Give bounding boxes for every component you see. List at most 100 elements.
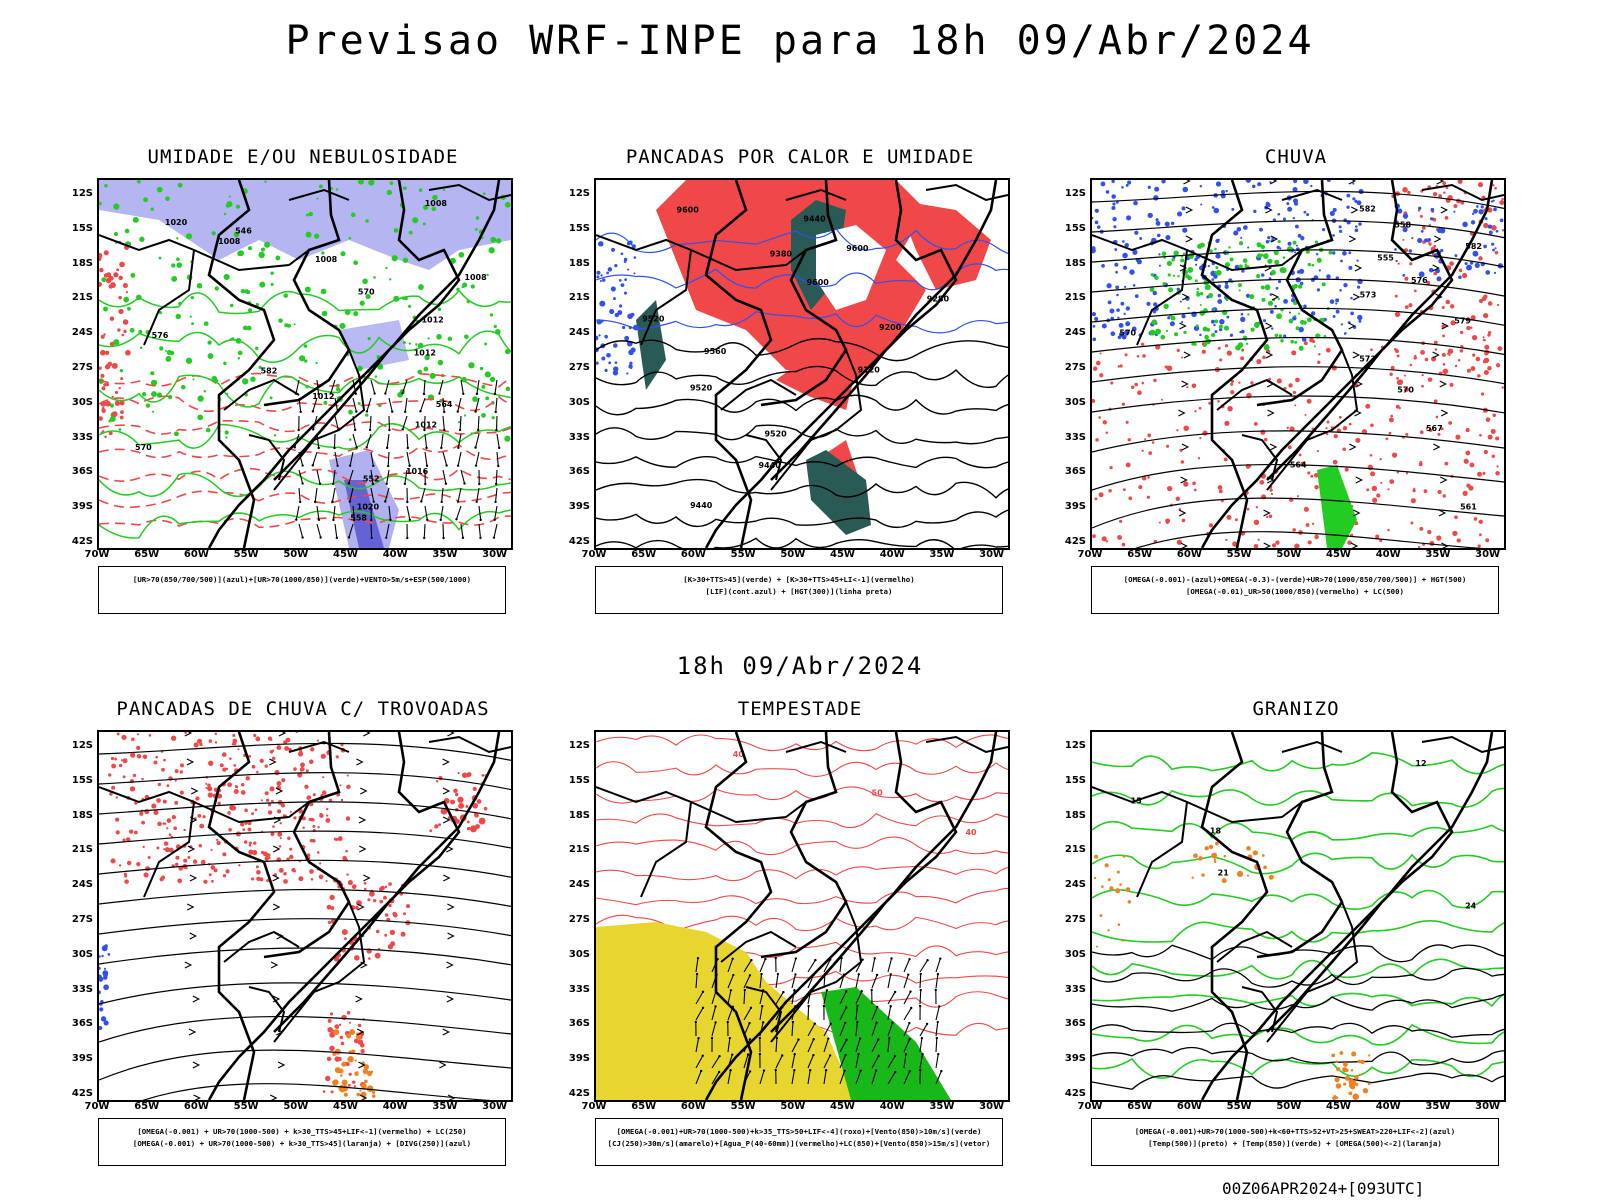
lat-tick-label: 24S — [568, 327, 590, 339]
contour-label: 9520 — [642, 314, 665, 323]
contour-label: 552 — [363, 474, 380, 483]
map-plot-thunderstorm — [99, 732, 511, 1100]
lat-tick-label: 15S — [71, 774, 93, 786]
lon-tick-label: 45W — [333, 549, 358, 560]
lon-tick-label: 60W — [183, 1101, 209, 1112]
lon-tick-label: 45W — [830, 1101, 855, 1112]
lat-tick-label: 30S — [568, 948, 590, 960]
lon-tick-label: 30W — [482, 549, 508, 560]
contour-label: 9280 — [927, 294, 950, 303]
legend-hail: [OMEGA(-0.001)+UR>70(1000-500)+k<60+TTS>… — [1091, 1118, 1499, 1166]
contour-label: 40 — [965, 828, 977, 837]
lat-tick-label: 15S — [71, 222, 93, 234]
legend-thunderstorm: [OMEGA(-0.001) + UR>70(1000-500) + k>30_… — [98, 1118, 506, 1166]
lon-tick-label: 50W — [283, 549, 309, 560]
lat-tick-label: 21S — [71, 292, 93, 304]
contour-label: 582 — [261, 366, 278, 375]
legend-line: [OMEGA(-0.001) + UR>70(1000-500) + k>30_… — [132, 1139, 472, 1148]
contour-label: 9440 — [759, 461, 782, 470]
lon-tick-label: 40W — [382, 549, 408, 560]
contour-label: 555 — [1377, 253, 1394, 262]
contour-label: 9600 — [677, 206, 700, 215]
contour-label: 570 — [1119, 329, 1136, 338]
lat-tick-label: 39S — [568, 1053, 590, 1065]
contour-label: 9380 — [770, 250, 793, 259]
legend-line: [CJ(250)>30m/s](amarelo)+[Agua_P(40-60mm… — [607, 1139, 991, 1148]
lon-tick-label: 30W — [1475, 549, 1501, 560]
lon-tick-label: 35W — [1425, 549, 1451, 560]
contour-label: 567 — [1426, 424, 1443, 433]
lat-tick-label: 21S — [1064, 292, 1086, 304]
contour-label: 9600 — [807, 278, 830, 287]
lat-tick-label: 21S — [568, 292, 590, 304]
contour-label: 9560 — [704, 347, 727, 356]
contour-label: 1016 — [406, 467, 429, 476]
lon-tick-label: 45W — [1326, 1101, 1351, 1112]
lat-tick-label: 30S — [71, 396, 93, 408]
legend-line: [LIF](cont.azul) + [HGT(300)](linha pret… — [705, 587, 893, 596]
lat-tick-label: 27S — [71, 914, 93, 925]
lat-tick-label: 27S — [1064, 914, 1086, 925]
map-hail: 12 15 18 21 24 — [1090, 730, 1506, 1102]
lon-tick-label: 50W — [780, 549, 806, 560]
contour-label: 9520 — [690, 383, 713, 392]
contour-label: 1008 — [425, 199, 448, 208]
lon-tick-label: 35W — [432, 1101, 458, 1112]
contour-label: 582 — [1359, 204, 1376, 213]
legend-line: [OMEGA(-0.001) + UR>70(1000-500) + k>30_… — [137, 1127, 467, 1136]
panel-title-thunderstorm: PANCADAS DE CHUVA C/ TROVOADAS — [116, 698, 490, 720]
lat-tick-label: 27S — [71, 362, 93, 373]
lon-tick-label: 45W — [830, 549, 855, 560]
lat-tick-label: 30S — [71, 948, 93, 960]
contour-label: 576 — [152, 331, 169, 340]
lon-tick-label: 55W — [730, 549, 756, 560]
mid-title: 18h 09/Abr/2024 — [676, 652, 924, 680]
lat-tick-label: 30S — [1064, 396, 1086, 408]
contour-label: 1020 — [165, 218, 188, 227]
lat-tick-label: 18S — [1064, 257, 1086, 269]
contour-label: 18 — [1210, 826, 1222, 835]
lon-tick-label: 60W — [1176, 1101, 1202, 1112]
lon-tick-label: 50W — [283, 1101, 309, 1112]
lat-tick-label: 15S — [1064, 774, 1086, 786]
lon-tick-label: 70W — [1077, 1101, 1103, 1112]
contour-label: 558 — [350, 513, 367, 522]
lon-tick-label: 50W — [1276, 549, 1302, 560]
map-storm: 40 50 40 — [594, 730, 1010, 1102]
legend-line: [Temp(500)](preto) + [Temp(850)](verde) … — [1148, 1139, 1442, 1148]
lat-tick-label: 36S — [71, 1018, 93, 1030]
contour-label: 24 — [1465, 901, 1477, 910]
lon-tick-label: 30W — [1475, 1101, 1501, 1112]
legend-line: [OMEGA(-0.01)_UR>50(1000/850)(vermelho) … — [1185, 587, 1405, 596]
lat-tick-label: 21S — [71, 844, 93, 856]
lat-tick-label: 15S — [1064, 222, 1086, 234]
lat-tick-label: 18S — [568, 809, 590, 821]
lat-tick-label: 27S — [568, 362, 590, 373]
contour-label: 9440 — [803, 215, 826, 224]
contour-label: 1012 — [421, 315, 443, 324]
contour-label: 582 — [1465, 242, 1482, 251]
lon-tick-label: 65W — [1127, 549, 1153, 560]
contour-label: 1008 — [218, 237, 241, 246]
lon-tick-label: 70W — [581, 1101, 607, 1112]
lat-tick-label: 36S — [1064, 1018, 1086, 1030]
lon-tick-label: 60W — [680, 1101, 706, 1112]
lat-tick-label: 39S — [1064, 501, 1086, 513]
lon-tick-label: 65W — [134, 549, 160, 560]
lon-tick-label: 50W — [780, 1101, 806, 1112]
lon-tick-label: 55W — [1226, 549, 1252, 560]
lat-tick-label: 33S — [71, 983, 93, 995]
legend-storm: [OMEGA(-0.001)+UR>70(1000-500)+k>35_TTS>… — [595, 1118, 1003, 1166]
legend-line: [OMEGA(-0.001)+UR>70(1000-500)+k>35_TTS>… — [616, 1127, 982, 1136]
lat-tick-label: 18S — [1064, 809, 1086, 821]
panel-title-storm: TEMPESTADE — [737, 698, 863, 720]
map-plot-storm: 40 50 40 — [596, 732, 1008, 1100]
contour-label: 564 — [436, 400, 453, 409]
map-heat-humidity: 9600 9600 9600 9520 9560 9520 9520 9440 9440 9440… — [594, 178, 1010, 550]
lat-tick-label: 18S — [71, 809, 93, 821]
contour-label: 561 — [1460, 503, 1477, 512]
lat-tick-label: 36S — [71, 466, 93, 478]
legend-line: [UR>70(850/700/500)](azul)+[UR>70(1000/8… — [132, 575, 472, 584]
main-title: Previsao WRF-INPE para 18h 09/Abr/2024 — [285, 18, 1315, 64]
